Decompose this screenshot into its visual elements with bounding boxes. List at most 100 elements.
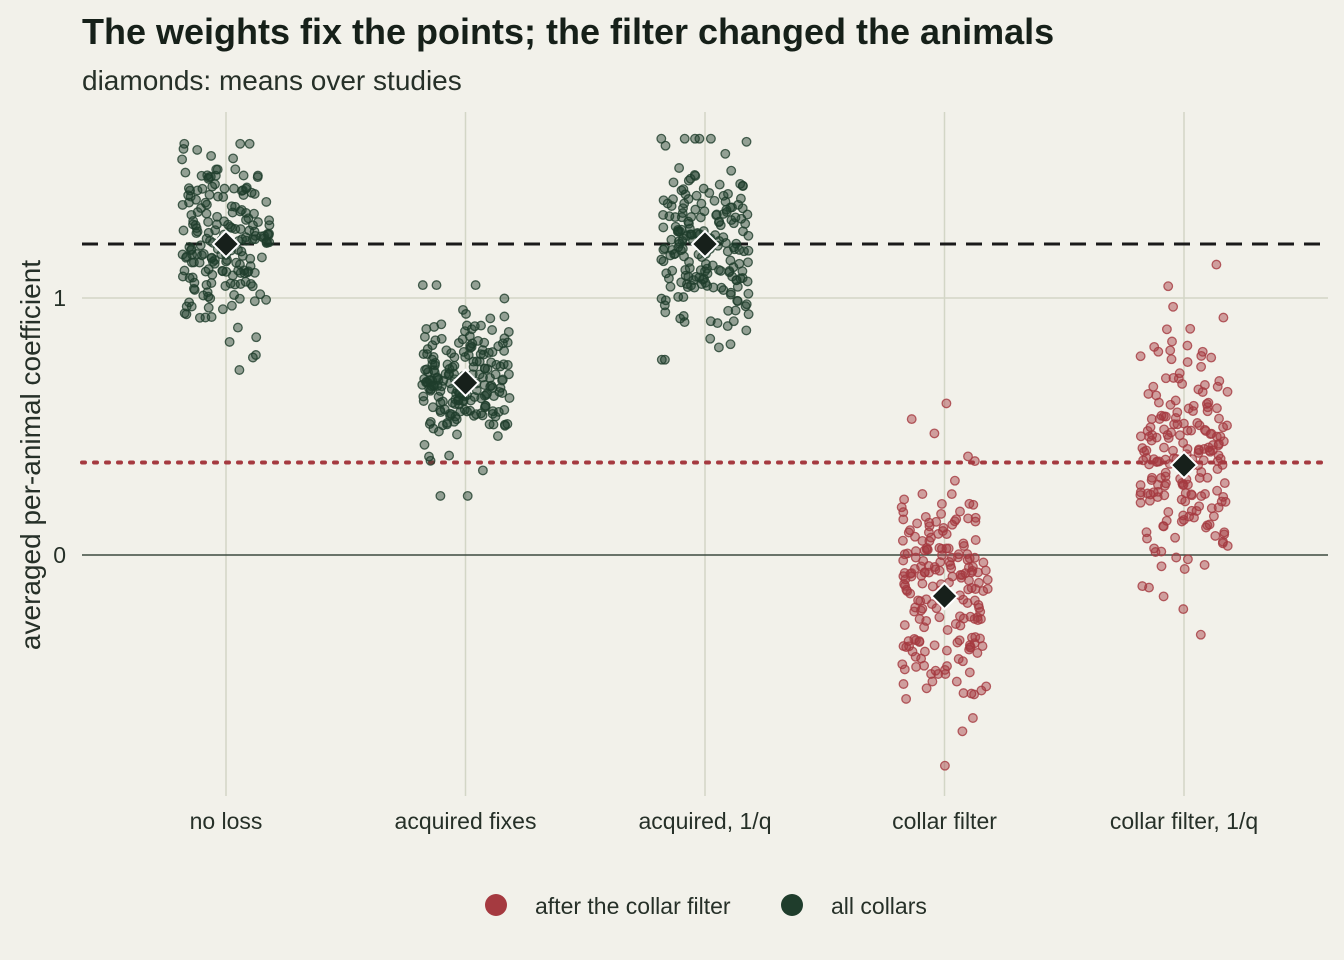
data-point xyxy=(700,259,711,269)
data-point xyxy=(461,320,472,331)
reference-lines xyxy=(80,242,1330,465)
data-point xyxy=(237,234,248,245)
data-point xyxy=(1168,445,1178,456)
data-point xyxy=(428,423,439,434)
data-point xyxy=(198,248,209,259)
data-point xyxy=(1212,381,1223,392)
data-point xyxy=(957,726,968,737)
data-point xyxy=(906,414,917,425)
data-point xyxy=(1172,419,1183,430)
data-point xyxy=(941,645,952,656)
data-point xyxy=(1177,479,1188,490)
data-point xyxy=(441,345,452,356)
data-point xyxy=(713,342,724,353)
data-point xyxy=(1168,301,1179,312)
data-point xyxy=(446,384,457,394)
data-point xyxy=(737,273,748,283)
data-point xyxy=(482,363,493,374)
data-point xyxy=(737,181,748,191)
data-point xyxy=(1147,472,1157,483)
data-point xyxy=(1137,443,1148,454)
data-point xyxy=(1177,378,1188,389)
y-tick-label: 0 xyxy=(53,542,66,568)
data-point xyxy=(220,281,231,291)
data-point xyxy=(1163,433,1174,443)
data-point xyxy=(465,340,476,351)
data-point xyxy=(1159,442,1169,453)
data-point xyxy=(726,165,737,176)
data-point xyxy=(435,490,446,501)
data-point xyxy=(485,313,496,324)
data-point xyxy=(435,386,446,397)
data-point xyxy=(1163,507,1174,517)
legend-label: all collars xyxy=(831,893,927,919)
data-point xyxy=(187,272,198,283)
data-point xyxy=(432,380,443,391)
data-point xyxy=(676,277,687,288)
data-point xyxy=(1135,351,1146,362)
data-point xyxy=(919,622,930,633)
data-point xyxy=(249,267,260,278)
data-point xyxy=(1204,519,1215,530)
data-point xyxy=(194,312,205,323)
data-point xyxy=(725,287,736,298)
data-point xyxy=(902,548,913,559)
data-point xyxy=(660,140,671,151)
data-point xyxy=(245,278,256,289)
data-point xyxy=(1214,376,1225,386)
data-point xyxy=(705,316,716,327)
data-point xyxy=(936,508,947,519)
mean-markers xyxy=(211,229,1199,611)
data-point xyxy=(978,557,989,568)
data-point xyxy=(743,309,754,320)
data-point xyxy=(201,233,212,244)
data-point xyxy=(497,388,508,398)
data-point xyxy=(954,635,965,646)
data-point xyxy=(1149,543,1160,554)
data-point xyxy=(180,167,191,178)
data-point xyxy=(241,183,251,194)
data-point xyxy=(480,401,491,411)
x-tick-label: collar filter xyxy=(892,808,997,834)
data-point xyxy=(678,184,689,195)
data-point xyxy=(477,465,488,476)
data-point xyxy=(1211,259,1222,270)
data-point xyxy=(499,333,510,344)
data-point xyxy=(417,280,428,291)
data-point xyxy=(455,406,466,417)
data-point xyxy=(955,569,966,580)
data-point xyxy=(931,516,942,527)
data-point xyxy=(487,325,498,335)
data-point xyxy=(203,302,214,313)
data-point xyxy=(969,552,980,563)
data-point xyxy=(226,222,237,233)
data-point xyxy=(230,164,241,175)
data-point xyxy=(228,153,239,164)
data-point xyxy=(468,410,479,421)
x-tick-label: acquired, 1/q xyxy=(639,808,772,834)
data-point xyxy=(735,193,746,204)
data-point xyxy=(743,288,754,299)
data-point xyxy=(929,640,940,651)
data-point xyxy=(442,359,453,370)
data-point xyxy=(727,202,737,213)
data-point xyxy=(730,305,741,316)
data-point xyxy=(700,277,711,288)
data-point xyxy=(949,475,960,486)
data-point xyxy=(674,163,685,173)
data-point xyxy=(1207,440,1218,451)
axis-ticks: no loss acquired fixes acquired, 1/q collar… xyxy=(53,285,1258,834)
data-point xyxy=(659,243,670,254)
data-point xyxy=(970,512,981,523)
data-point xyxy=(1166,354,1177,365)
data-point xyxy=(1202,472,1213,483)
data-point xyxy=(905,588,916,599)
data-point xyxy=(941,529,952,540)
data-point xyxy=(743,257,753,268)
data-point xyxy=(685,173,696,184)
data-point xyxy=(452,429,462,440)
data-point xyxy=(224,336,235,347)
data-point xyxy=(951,676,962,687)
data-point xyxy=(469,321,480,332)
x-tick-label: acquired fixes xyxy=(395,808,537,834)
